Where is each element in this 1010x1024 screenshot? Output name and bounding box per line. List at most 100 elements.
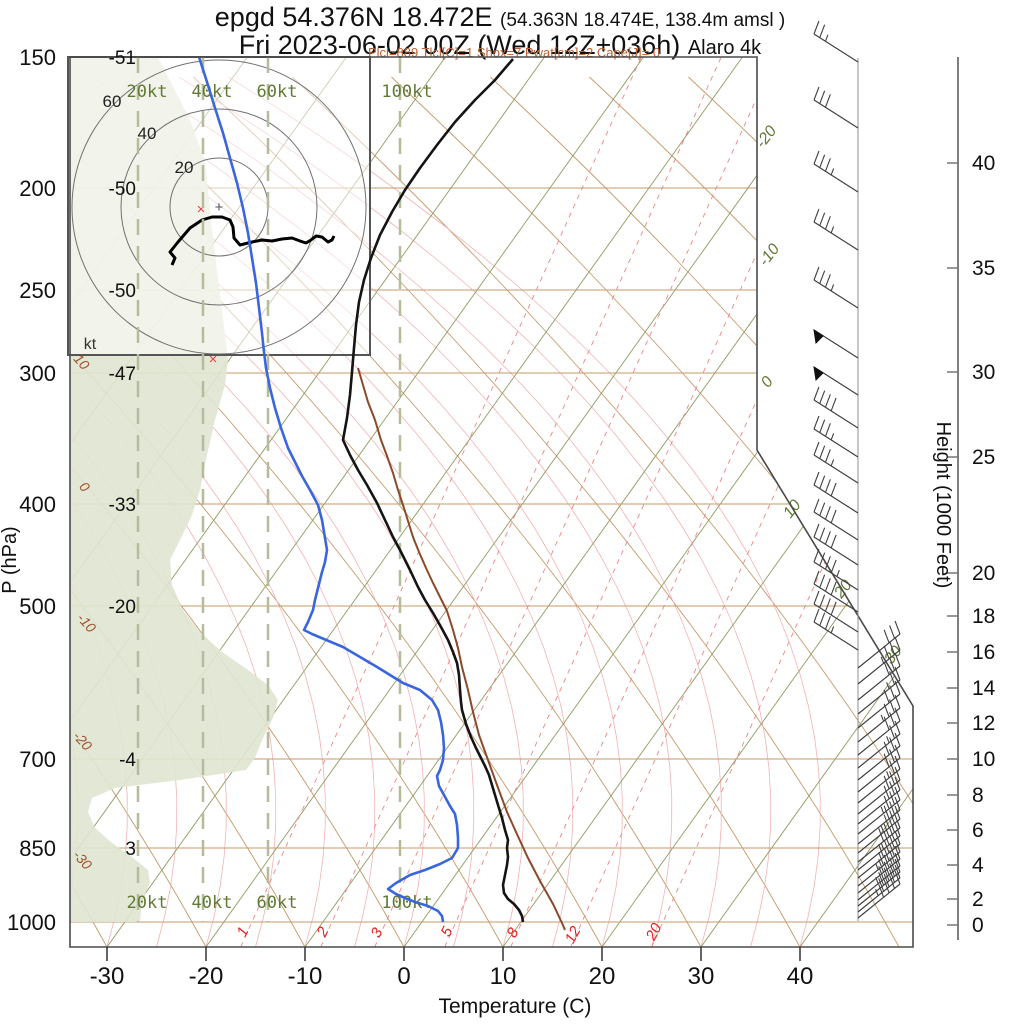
level-temperature-label: 3 bbox=[125, 839, 136, 860]
hodograph-ring-label: 20 bbox=[175, 158, 194, 177]
barb-stem bbox=[813, 583, 859, 613]
barb-feather bbox=[819, 527, 826, 541]
barb-feather bbox=[883, 839, 890, 854]
wind-scale-label: 100kt bbox=[381, 82, 432, 102]
barb-feather bbox=[889, 760, 896, 774]
page-title: epgd 54.376N 18.472E (54.363N 18.474E, 1… bbox=[70, 2, 930, 33]
storm-motion-x-marker: × bbox=[197, 201, 206, 218]
barb-feather bbox=[889, 749, 896, 763]
barb-stem bbox=[857, 818, 901, 854]
barb-stem bbox=[813, 536, 859, 566]
wind-barb bbox=[857, 620, 901, 669]
barb-feather bbox=[813, 86, 820, 101]
barb-feather bbox=[824, 158, 831, 172]
pressure-axis-title: P (hPa) bbox=[0, 526, 21, 593]
barb-stem bbox=[857, 768, 901, 804]
height-tick-label: 2 bbox=[972, 888, 984, 911]
barb-feather bbox=[883, 795, 890, 810]
barb-feather bbox=[819, 154, 826, 168]
moist-adiabat-line bbox=[178, 76, 772, 947]
height-tick-label: 4 bbox=[972, 854, 984, 877]
mixing-ratio-label: 20 bbox=[642, 920, 666, 944]
barb-feather bbox=[883, 716, 890, 731]
barb-feather bbox=[889, 857, 896, 871]
hodograph-unit-label: kt bbox=[84, 336, 97, 353]
pressure-tick-label: 200 bbox=[19, 176, 56, 201]
barb-feather bbox=[883, 879, 890, 894]
barb-feather bbox=[889, 641, 896, 655]
height-tick-label: 12 bbox=[972, 712, 995, 735]
barb-feather bbox=[894, 666, 901, 681]
isotherm-line bbox=[403, 57, 913, 947]
wind-barb bbox=[813, 590, 859, 633]
barb-feather bbox=[883, 867, 890, 882]
barb-stem bbox=[813, 33, 859, 63]
barb-feather bbox=[894, 744, 901, 759]
isotherm-label: 0 bbox=[758, 373, 777, 391]
barb-feather bbox=[894, 838, 901, 853]
barb-feather bbox=[894, 830, 901, 845]
mixing-ratio-line bbox=[510, 57, 912, 947]
barb-stem bbox=[813, 484, 859, 514]
dry-adiabat-line bbox=[70, 76, 306, 947]
temp-tick-label: 20 bbox=[589, 963, 616, 990]
barb-feather bbox=[883, 785, 890, 800]
barb-feather bbox=[813, 590, 820, 605]
barb-feather bbox=[894, 694, 901, 709]
barb-feather bbox=[819, 612, 826, 626]
wind-barb bbox=[857, 786, 901, 835]
barb-feather bbox=[894, 858, 901, 873]
wind-barb bbox=[857, 636, 901, 685]
barb-feather bbox=[830, 534, 837, 549]
wind-barb bbox=[813, 523, 859, 566]
pressure-tick-label: 500 bbox=[19, 594, 56, 619]
barb-feather bbox=[894, 822, 901, 837]
barb-feather bbox=[886, 771, 890, 779]
barb-feather bbox=[889, 827, 896, 841]
wind-barb bbox=[857, 694, 901, 743]
barb-feather bbox=[813, 548, 820, 563]
level-temperature-label: -47 bbox=[109, 364, 136, 385]
mixing-ratio-line bbox=[374, 57, 776, 947]
barb-feather bbox=[889, 810, 896, 824]
barb-pennant bbox=[813, 365, 824, 382]
barb-feather bbox=[883, 645, 890, 660]
barb-feather bbox=[889, 875, 896, 889]
barb-stem bbox=[857, 649, 901, 685]
dry-adiabat-line bbox=[688, 76, 913, 947]
wind-barb bbox=[813, 386, 859, 429]
wind-barb bbox=[857, 822, 901, 871]
barb-feather bbox=[880, 842, 885, 850]
barb-feather bbox=[894, 766, 901, 781]
wind-barb bbox=[857, 652, 901, 701]
barb-feather bbox=[878, 844, 885, 858]
storm-motion-x-marker: × bbox=[209, 351, 218, 368]
hodograph-ring-label: 60 bbox=[103, 92, 122, 111]
barb-stem bbox=[857, 693, 901, 729]
plot-frame bbox=[69, 56, 914, 948]
barb-feather bbox=[894, 707, 901, 722]
barb-feather bbox=[889, 819, 896, 833]
barb-feather bbox=[875, 862, 879, 870]
wind-barb bbox=[813, 471, 859, 514]
barb-feather bbox=[813, 471, 820, 486]
temp-axis-title: Temperature (C) bbox=[439, 995, 592, 1018]
barb-feather bbox=[889, 835, 896, 849]
barb-feather bbox=[830, 459, 835, 467]
barb-stem bbox=[857, 720, 901, 756]
wind-scale-label: 20kt bbox=[127, 893, 168, 913]
wind-barb bbox=[857, 732, 901, 781]
wind-barb bbox=[857, 720, 901, 769]
level-temperature-label: -20 bbox=[109, 597, 136, 618]
level-temperature-label: -50 bbox=[109, 281, 136, 302]
barb-stem bbox=[813, 561, 859, 591]
dry-adiabat-line bbox=[70, 76, 603, 947]
hodograph-trace bbox=[168, 215, 336, 266]
barb-feather bbox=[883, 629, 890, 644]
dry-adiabat-line bbox=[0, 77, 8, 947]
wind-barb bbox=[813, 548, 859, 591]
barb-feather bbox=[883, 805, 890, 820]
height-tick-label: 18 bbox=[972, 605, 995, 628]
barb-feather bbox=[819, 475, 826, 489]
barb-stem bbox=[857, 633, 901, 669]
